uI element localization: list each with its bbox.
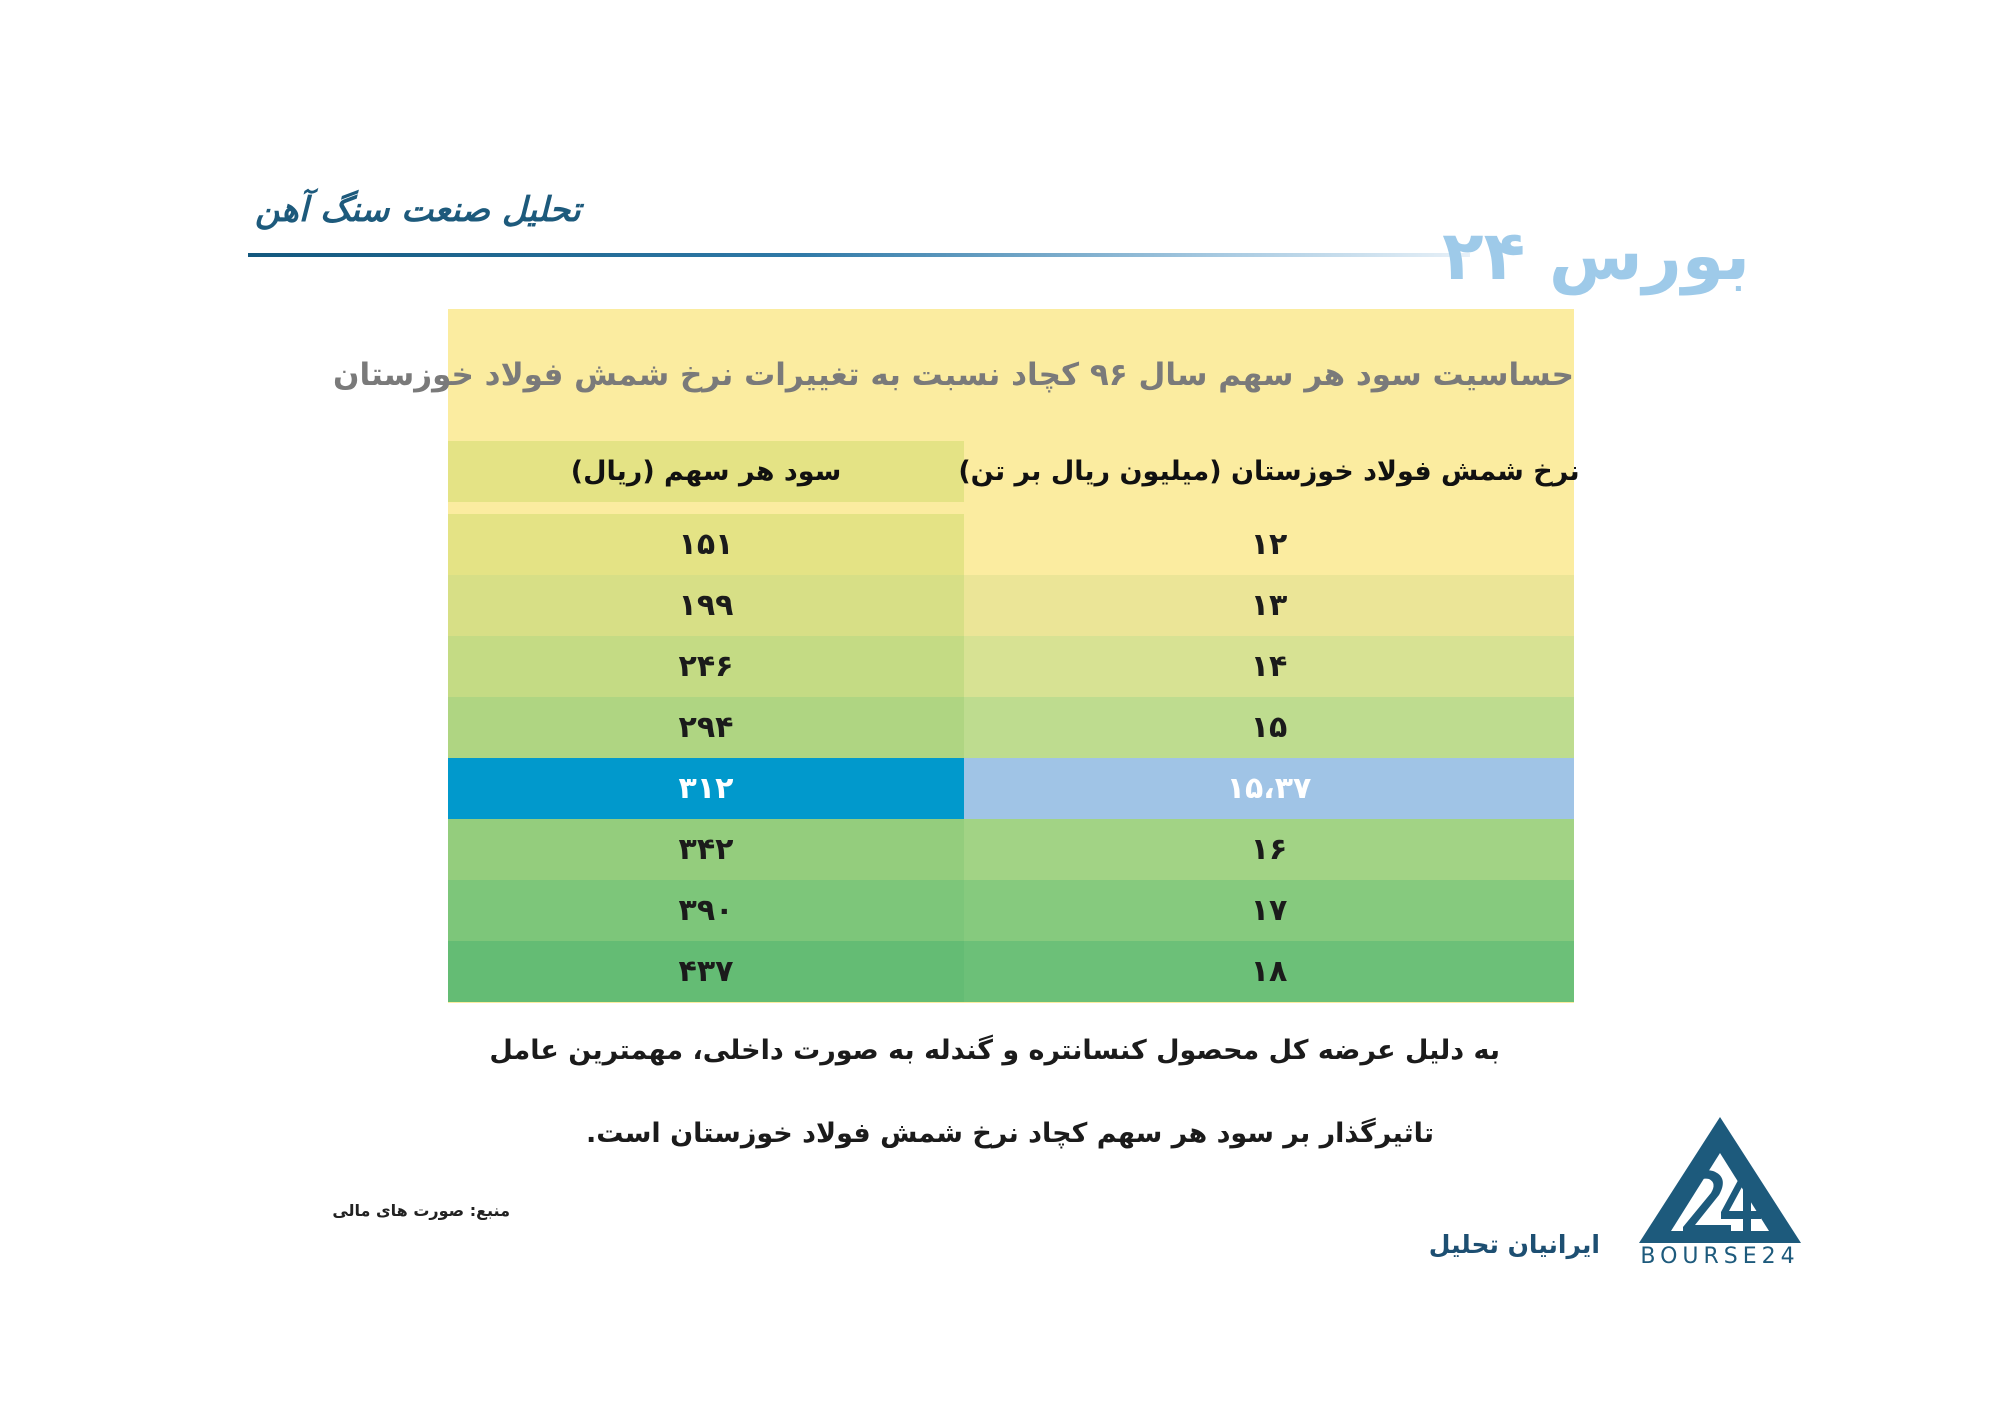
table-row: ۲۴۶ ۱۴	[448, 636, 1574, 697]
rate-cell-highlighted: ۱۵،۳۷	[964, 758, 1574, 819]
section-title: تحلیل صنعت سنگ آهن	[255, 190, 581, 230]
rate-cell: ۱۵	[964, 697, 1574, 758]
rate-cell: ۱۷	[964, 880, 1574, 941]
table-row: ۳۹۰ ۱۷	[448, 880, 1574, 941]
rate-cell: ۱۶	[964, 819, 1574, 880]
eps-cell: ۲۴۶	[448, 636, 964, 697]
description-line-2: تاثیرگذار بر سود هر سهم کچاد نرخ شمش فول…	[586, 1118, 1434, 1149]
bourse24-logo-caption: BOURSE24	[1640, 1244, 1800, 1269]
table-row-highlighted: ۳۱۲ ۱۵،۳۷	[448, 758, 1574, 819]
table-header-row: سود هر سهم (ریال) نرخ شمش فولاد خوزستان …	[448, 441, 1580, 502]
table-row: ۱۹۹ ۱۳	[448, 575, 1574, 636]
eps-cell: ۴۳۷	[448, 941, 964, 1002]
bourse24-logo-icon	[1635, 1115, 1805, 1270]
table-row: ۱۵۱ ۱۲	[448, 514, 1574, 575]
eps-cell-highlighted: ۳۱۲	[448, 758, 964, 819]
eps-cell: ۲۹۴	[448, 697, 964, 758]
table-title: حساسیت سود هر سهم سال ۹۶ کچاد نسبت به تغ…	[333, 357, 1574, 393]
table-row: ۴۳۷ ۱۸	[448, 941, 1574, 1002]
bourse24-wordmark-logo: بورس ۲۴	[1442, 217, 1750, 296]
rate-cell: ۱۴	[964, 636, 1574, 697]
rate-cell: ۱۲	[964, 514, 1574, 575]
table-row: ۳۴۲ ۱۶	[448, 819, 1574, 880]
eps-cell: ۳۴۲	[448, 819, 964, 880]
eps-column-header: سود هر سهم (ریال)	[448, 441, 964, 502]
rate-cell: ۱۸	[964, 941, 1574, 1002]
firm-name: ایرانیان تحلیل	[1428, 1230, 1600, 1259]
eps-cell: ۳۹۰	[448, 880, 964, 941]
header-divider	[248, 253, 1470, 257]
rate-cell: ۱۳	[964, 575, 1574, 636]
rate-column-header: نرخ شمش فولاد خوزستان (میلیون ریال بر تن…	[958, 441, 1580, 502]
eps-cell: ۱۵۱	[448, 514, 964, 575]
eps-cell: ۱۹۹	[448, 575, 964, 636]
table-row: ۲۹۴ ۱۵	[448, 697, 1574, 758]
source-note: منبع: صورت های مالی	[332, 1201, 510, 1220]
description-line-1: به دلیل عرضه کل محصول کنسانتره و گندله ب…	[489, 1035, 1500, 1066]
